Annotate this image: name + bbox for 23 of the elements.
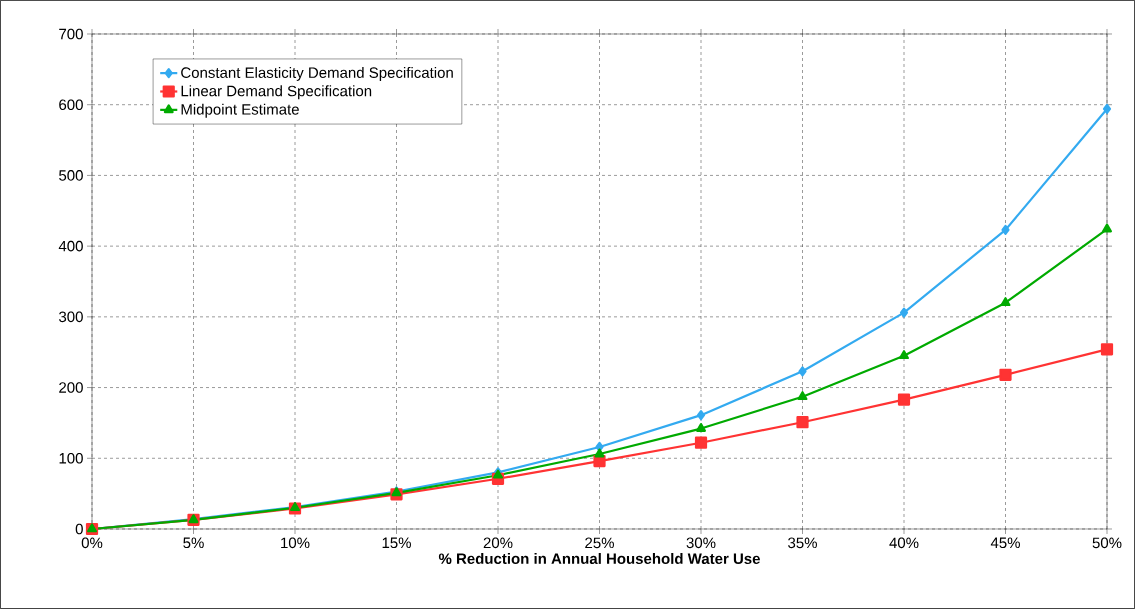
x-tick-label: 15% (382, 537, 411, 549)
x-tick-label: 50% (1092, 537, 1122, 549)
y-tick-label: 200 (59, 382, 83, 393)
legend-label: Constant Elasticity Demand Specification (181, 66, 453, 81)
x-tick-label: 30% (686, 537, 716, 549)
x-tick-label: 20% (483, 537, 513, 549)
x-tick-label: 25% (585, 537, 614, 549)
y-tick-label: 400 (58, 240, 83, 252)
legend-label: Linear Demand Specification (181, 85, 372, 100)
y-tick-label: 100 (59, 452, 83, 464)
x-tick-label: 0% (81, 537, 103, 549)
y-tick-label: 500 (59, 170, 83, 181)
x-tick-label: 10% (281, 537, 310, 549)
y-tick-label: 300 (59, 311, 83, 323)
x-axis-title: % Reduction in Annual Household Water Use (438, 553, 760, 565)
x-tick-label: 40% (889, 537, 919, 549)
y-tick-label: 0 (75, 523, 83, 535)
legend-label: Midpoint Estimate (181, 103, 299, 118)
x-tick-label: 5% (183, 537, 204, 549)
x-tick-label: 35% (788, 537, 817, 549)
y-tick-label: 700 (59, 28, 83, 40)
x-tick-label: 45% (990, 537, 1020, 549)
y-tick-label: 600 (59, 99, 83, 111)
